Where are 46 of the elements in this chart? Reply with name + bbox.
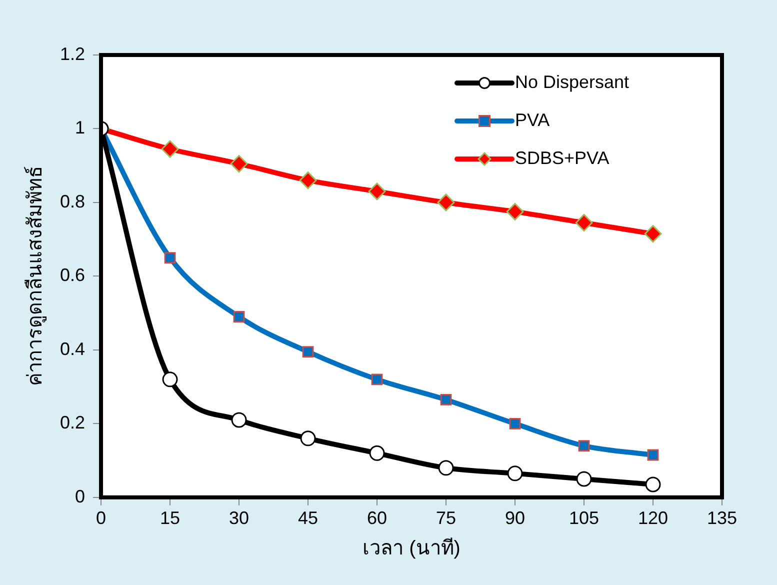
point (507, 466, 523, 482)
x-tick-label: 15 (160, 508, 180, 528)
point (438, 460, 454, 476)
point (371, 374, 383, 386)
point (230, 155, 248, 173)
point (233, 311, 245, 322)
y-axis-title: ค่าการดูดกลืนแสงสัมพัทธ์ (24, 166, 48, 386)
point (164, 252, 176, 264)
point (437, 194, 455, 212)
point (162, 372, 178, 388)
y-tick-label: 0.2 (60, 412, 86, 433)
point (575, 214, 593, 232)
x-tick-label: 45 (298, 508, 318, 528)
x-tick-label: 75 (436, 508, 456, 528)
point (644, 225, 662, 243)
x-axis-title: เวลา (นาที) (362, 538, 460, 560)
point (647, 449, 659, 461)
x-tick-label: 135 (706, 508, 738, 528)
x-tick-label: 0 (96, 508, 106, 528)
legend-label: SDBS+PVA (515, 148, 610, 168)
x-tick-label: 30 (229, 508, 250, 528)
point (161, 140, 179, 158)
point (578, 440, 590, 452)
point (506, 202, 524, 220)
point (509, 418, 521, 430)
point (300, 430, 316, 446)
x-tick-label: 105 (568, 508, 600, 528)
point (368, 182, 386, 200)
y-tick-label: 0.4 (60, 338, 86, 359)
x-tick-label: 120 (638, 508, 668, 528)
y-tick-label: 0 (75, 486, 86, 506)
legend-label: No Dispersant (515, 72, 630, 92)
point (299, 172, 317, 190)
point (576, 471, 592, 487)
point (302, 346, 314, 358)
point (369, 445, 385, 461)
point (440, 394, 452, 406)
x-tick-label: 90 (504, 508, 526, 528)
y-tick-label: 1.2 (60, 44, 86, 64)
y-tick-label: 0.8 (60, 191, 86, 212)
y-tick-label: 1 (75, 118, 86, 138)
x-tick-label: 60 (366, 508, 388, 528)
point (645, 476, 661, 492)
y-tick-label: 0.6 (60, 265, 86, 286)
legend-label: PVA (515, 110, 550, 130)
point (231, 412, 247, 428)
